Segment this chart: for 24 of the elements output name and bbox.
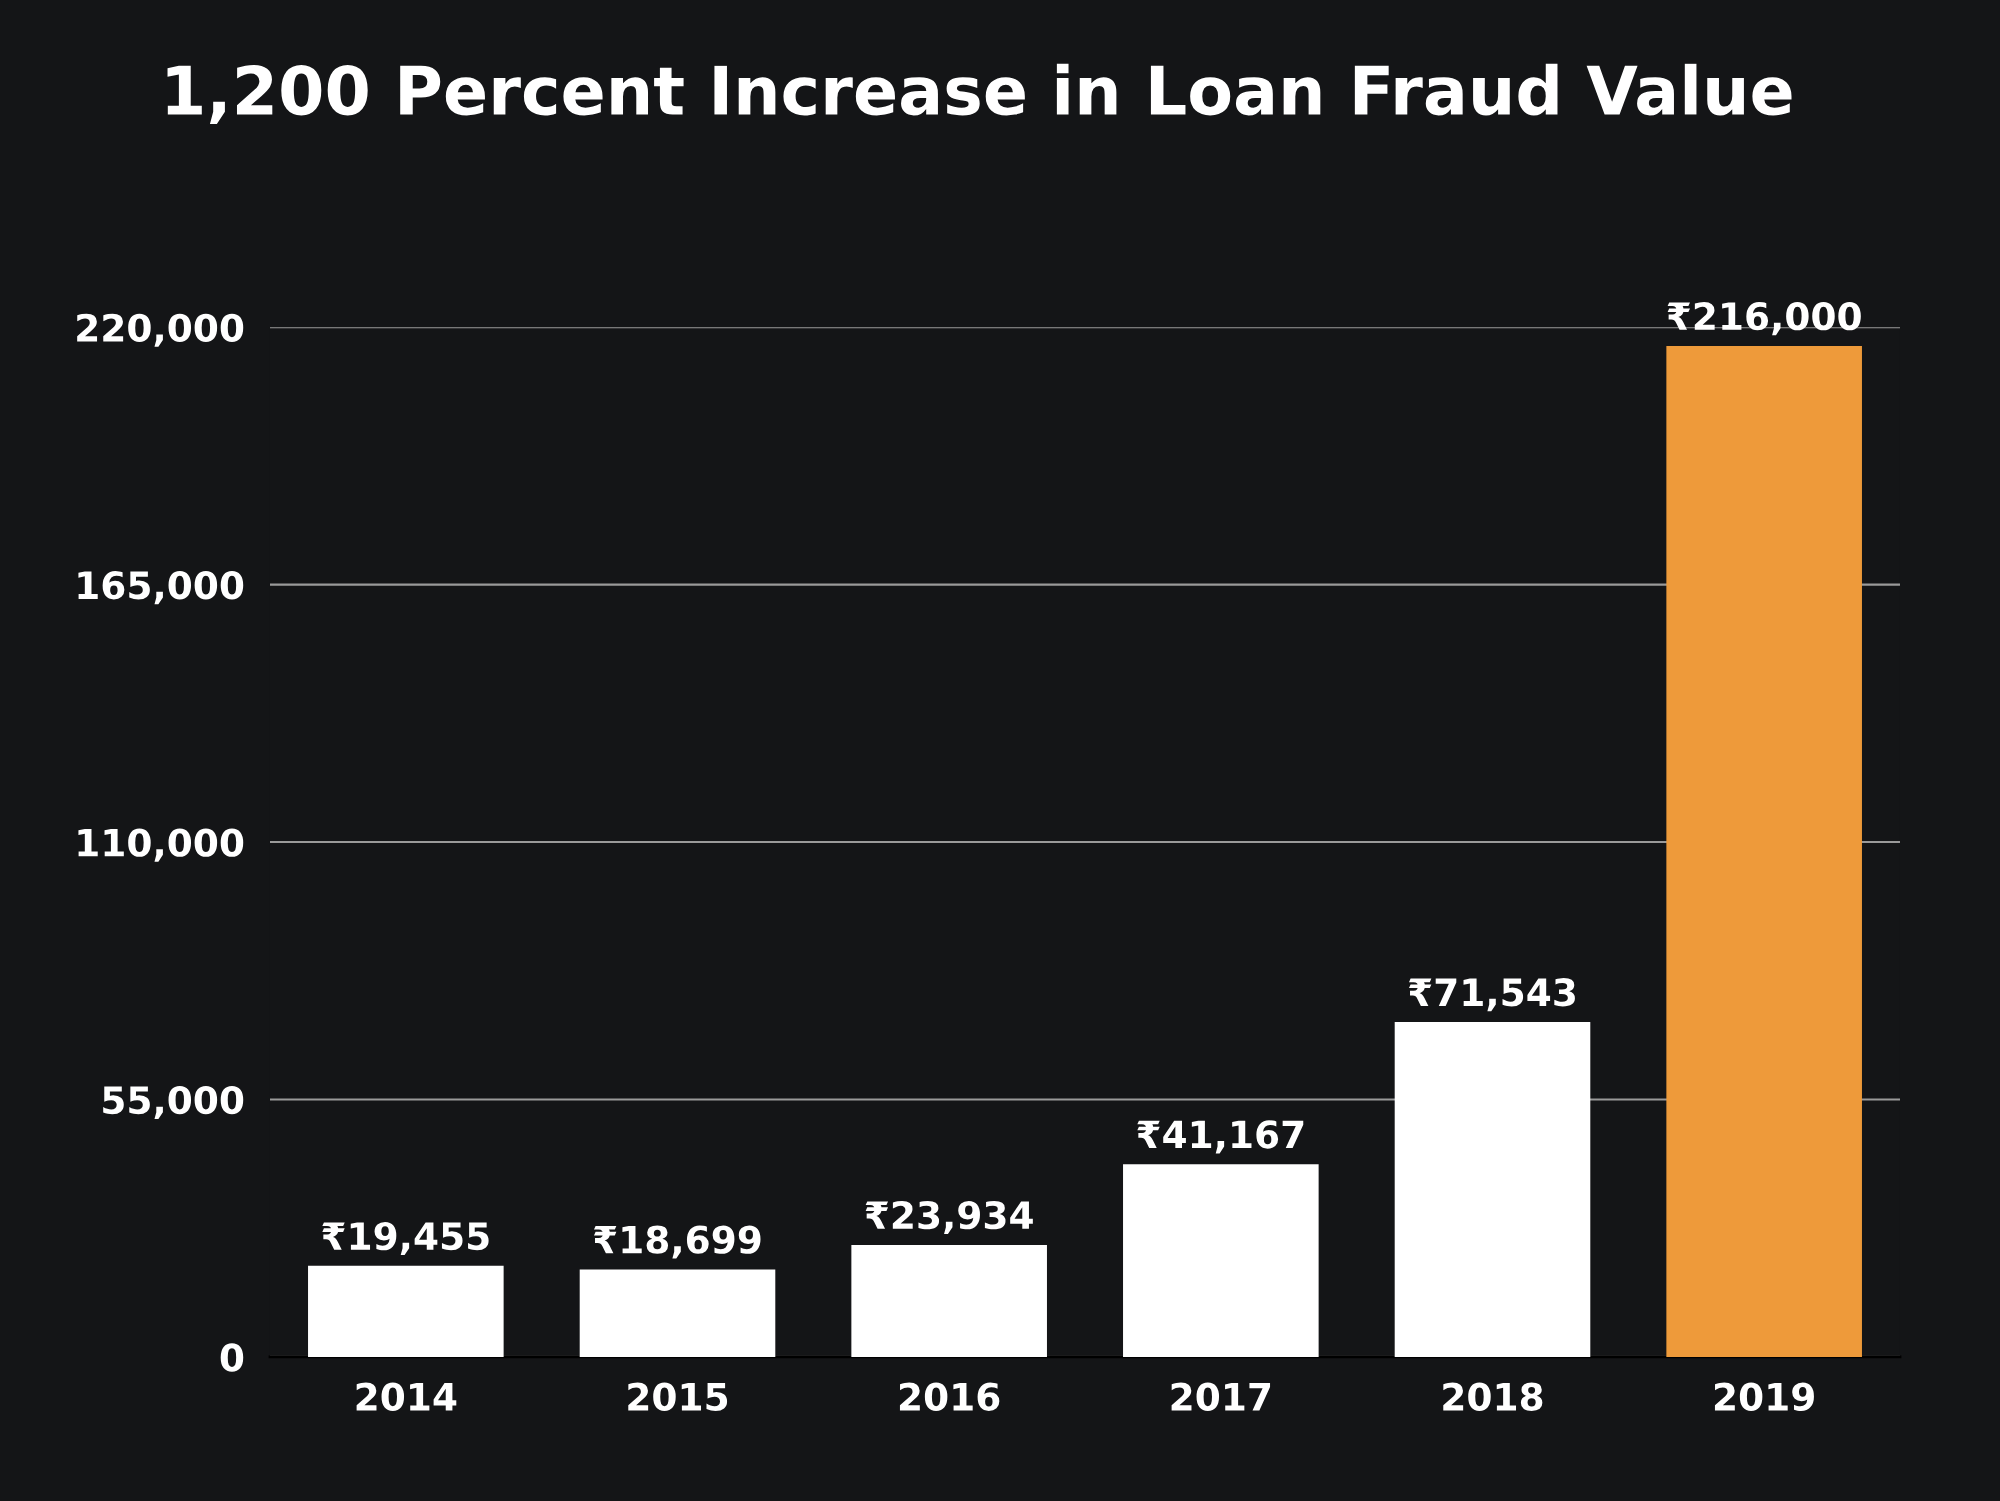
- x-tick-label: 2018: [1443, 1382, 1543, 1411]
- bar: [1123, 1164, 1319, 1357]
- x-tick-label: 2014: [356, 1382, 457, 1411]
- bar: [1394, 1022, 1591, 1357]
- data-label: ₹18,699: [593, 1225, 761, 1259]
- y-tick-label: 110,000: [78, 828, 244, 862]
- y-tick-label: 220,000: [77, 313, 244, 347]
- x-tick-label: 2016: [899, 1382, 1000, 1411]
- data-label: ₹23,934: [865, 1200, 1033, 1235]
- bar: [579, 1269, 776, 1357]
- chart-title: 1,200 Percent Increase in Loan Fraud Value: [167, 63, 1792, 124]
- data-label: ₹71,543: [1408, 978, 1575, 1012]
- x-tick-label: 2019: [1714, 1382, 1814, 1411]
- bar: [851, 1244, 1047, 1357]
- y-tick-label: 0: [220, 1343, 244, 1372]
- bar: [308, 1265, 504, 1357]
- x-tick-label: 2015: [628, 1382, 728, 1411]
- y-tick-label: 55,000: [103, 1085, 244, 1120]
- x-tick-label: 2017: [1171, 1382, 1271, 1411]
- data-label: ₹41,167: [1137, 1120, 1304, 1154]
- data-label: ₹19,455: [322, 1221, 489, 1256]
- y-tick-label: 165,000: [78, 571, 244, 605]
- data-label: ₹216,000: [1667, 301, 1861, 336]
- bar: [1666, 345, 1862, 1357]
